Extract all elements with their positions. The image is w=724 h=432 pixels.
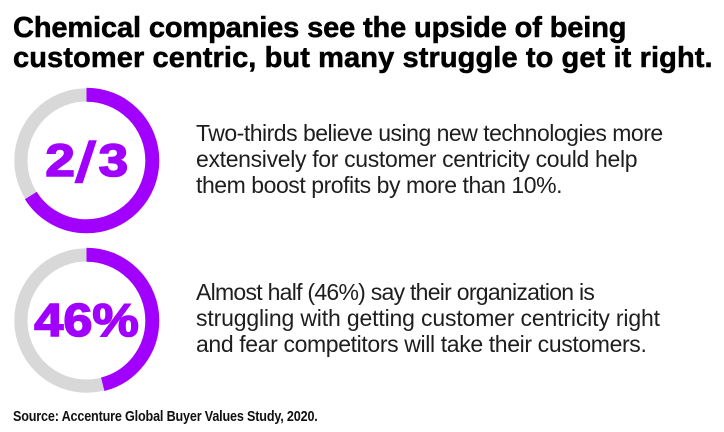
svg-text:3: 3 — [99, 135, 129, 186]
svg-text:2: 2 — [45, 135, 75, 186]
svg-text:46%: 46% — [34, 294, 138, 346]
